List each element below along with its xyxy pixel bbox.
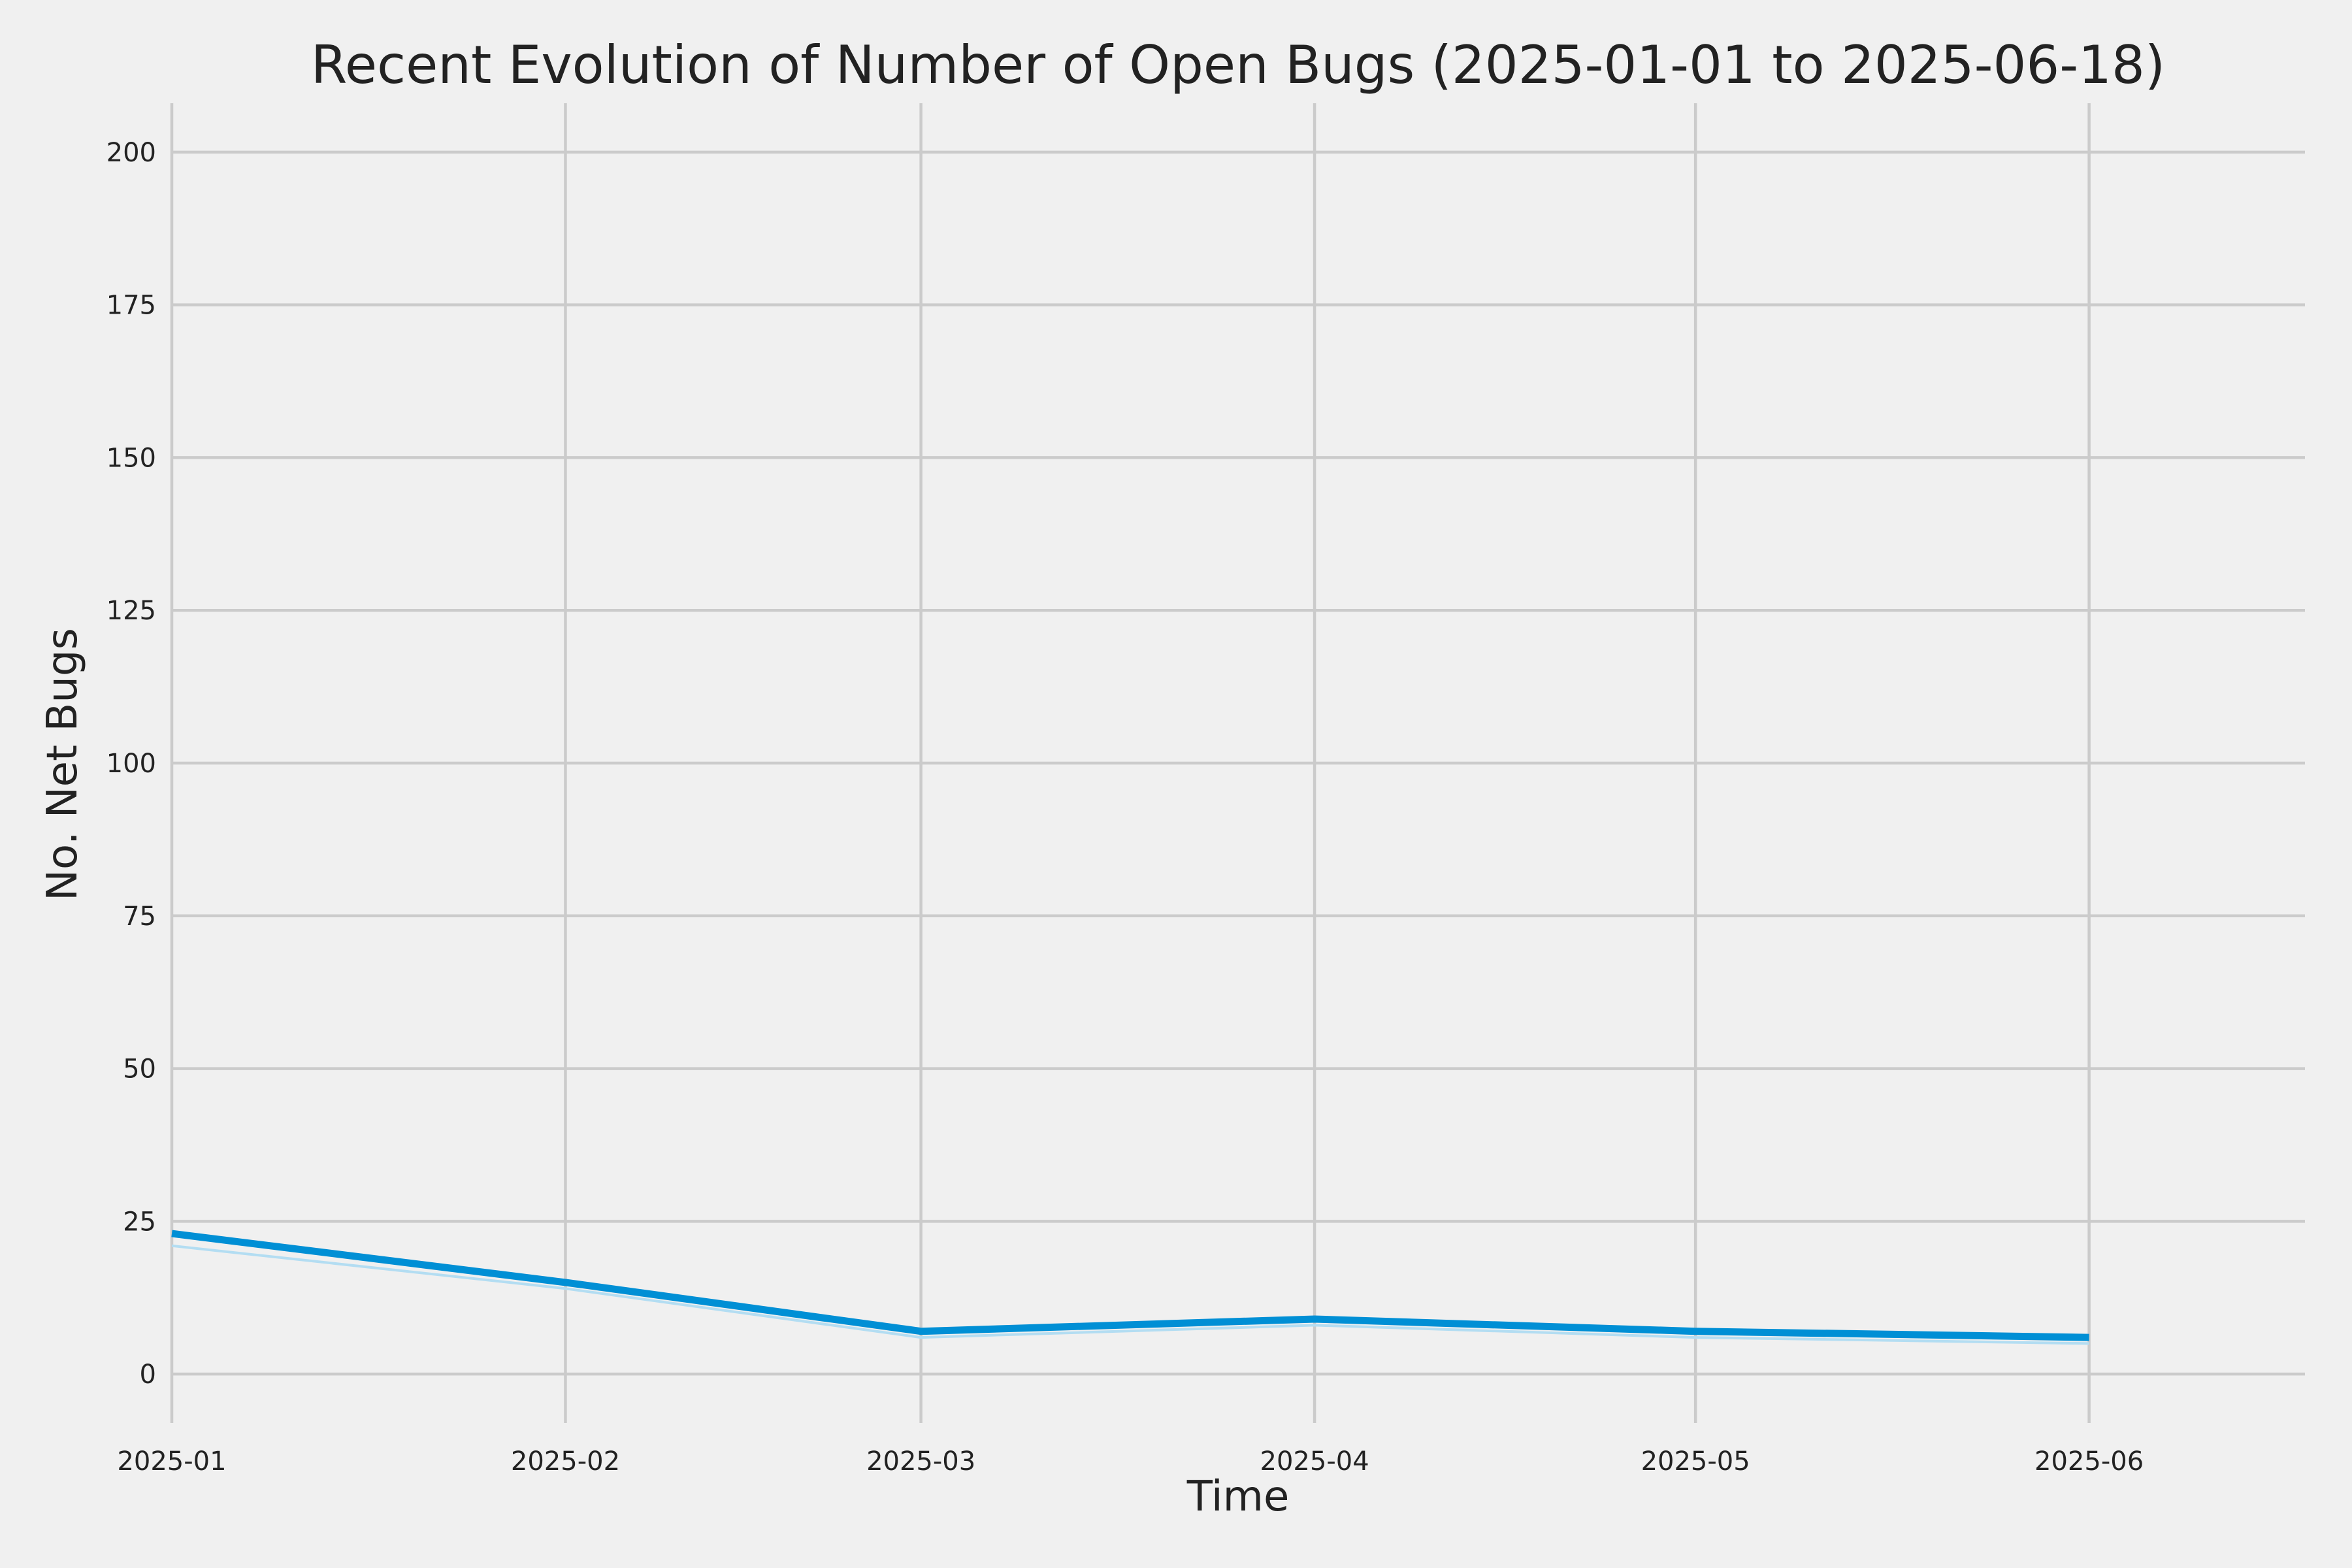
x-tick-label: 2025-05 <box>1641 1446 1750 1477</box>
x-tick-label: 2025-03 <box>866 1446 975 1477</box>
y-tick-label: 50 <box>123 1054 156 1085</box>
series-layer <box>171 1230 2089 1345</box>
y-tick-label: 200 <box>106 138 156 168</box>
y-tick-label: 150 <box>106 443 156 473</box>
y-tick-label: 0 <box>140 1360 156 1390</box>
chart-title: Recent Evolution of Number of Open Bugs … <box>311 35 2165 95</box>
x-tick-label: 2025-04 <box>1260 1446 1369 1477</box>
main-series-line <box>171 1230 2089 1341</box>
y-tick-label: 100 <box>106 749 156 779</box>
faint-series-line <box>171 1244 2089 1345</box>
y-axis-title: No. Net Bugs <box>39 628 87 901</box>
y-tick-label: 25 <box>123 1207 156 1237</box>
x-tick-label: 2025-06 <box>2034 1446 2144 1477</box>
x-axis-title: Time <box>1186 1473 1290 1521</box>
y-tick-label: 75 <box>123 902 156 932</box>
grid <box>170 103 2305 1423</box>
tick-labels: 0 25 50 75 100 125 150 175 200 2025-01 2025-02 2025… <box>106 138 2144 1477</box>
x-tick-label: 2025-01 <box>117 1446 226 1477</box>
y-tick-label: 125 <box>106 596 156 626</box>
x-tick-label: 2025-02 <box>511 1446 620 1477</box>
y-tick-label: 175 <box>106 291 156 321</box>
